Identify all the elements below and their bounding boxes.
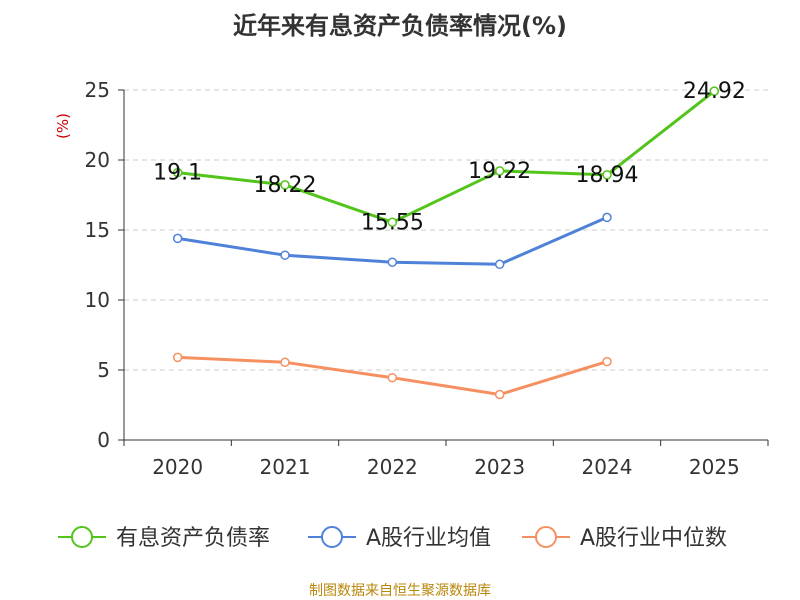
y-tick-label: 0 (97, 428, 110, 452)
data-point (280, 357, 290, 368)
data-point (387, 372, 398, 383)
x-tick-label: 2022 (367, 455, 418, 479)
data-label: 19.22 (468, 159, 531, 184)
data-label: 15.55 (361, 210, 424, 235)
legend-label: A股行业中位数 (580, 526, 727, 551)
x-tick-label: 2021 (260, 455, 311, 479)
y-tick-label: 25 (85, 78, 110, 102)
data-point (172, 352, 183, 363)
x-tick-label: 2023 (474, 455, 525, 479)
legend-label: 有息资产负债率 (116, 526, 270, 551)
grid-lines (124, 89, 768, 371)
data-point (602, 212, 612, 223)
legend-marker (535, 526, 557, 548)
legend-label: A股行业均值 (366, 526, 491, 551)
legend-marker (321, 526, 343, 548)
data-label: 19.1 (153, 161, 202, 186)
y-tick-label: 20 (85, 148, 110, 172)
data-point (602, 170, 612, 180)
data-label: 24.92 (683, 79, 746, 104)
data-label: 18.94 (576, 163, 639, 188)
data-label: 18.22 (254, 173, 317, 198)
legend-marker (71, 526, 93, 548)
data-point (602, 356, 612, 367)
data-point (709, 86, 720, 96)
data-point (494, 389, 505, 400)
data-point (387, 257, 398, 267)
data-point (494, 259, 505, 270)
series-lines (172, 86, 720, 400)
y-tick-label: 15 (85, 218, 110, 242)
source-note: 制图数据来自恒生聚源数据库 (309, 583, 491, 599)
data-labels: 19.1 18.22 15.55 19.22 18.94 24.92 (153, 79, 746, 235)
series-line-0 (177, 89, 716, 224)
data-point (172, 167, 183, 178)
data-point (494, 166, 505, 176)
y-tick-label: 10 (85, 288, 110, 312)
x-tick-label: 2025 (689, 455, 740, 479)
data-point (280, 250, 290, 260)
chart-title: 近年来有息资产负债率情况(%) (233, 12, 567, 40)
x-tick-label: 2024 (582, 455, 633, 479)
y-axis-label: (%) (54, 113, 72, 139)
data-point (387, 217, 398, 228)
data-point (280, 180, 290, 190)
data-point (172, 233, 183, 244)
legend: 有息资产负债率 A股行业均值 A股行业中位数 (58, 526, 727, 551)
y-tick-label: 5 (97, 358, 110, 382)
x-tick-label: 2020 (152, 455, 203, 479)
